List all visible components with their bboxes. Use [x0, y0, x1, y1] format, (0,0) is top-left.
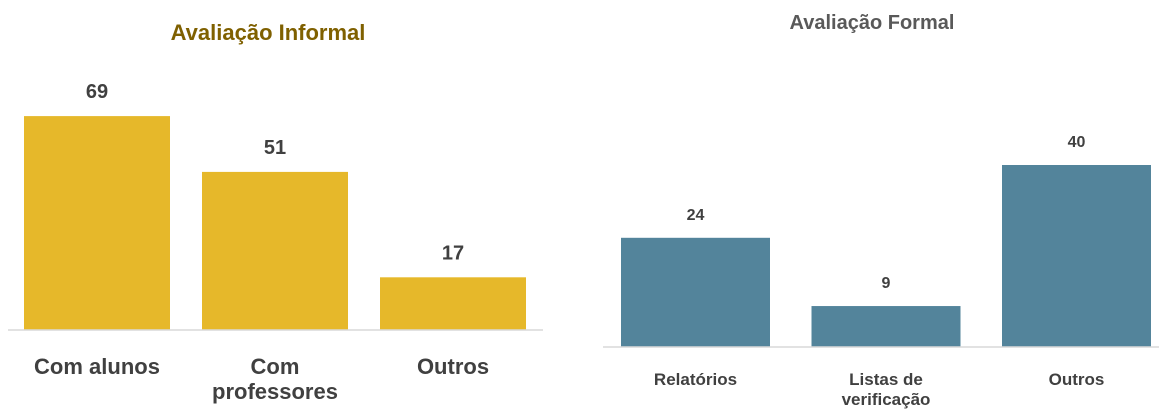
data-label: 17 — [442, 242, 464, 264]
bar — [202, 171, 348, 330]
category-label: Outros — [416, 354, 490, 379]
bar — [1002, 165, 1151, 347]
data-label: 51 — [264, 137, 286, 159]
bar — [24, 116, 170, 330]
category-label: Listas de verificação — [841, 370, 931, 409]
data-label: 69 — [86, 81, 108, 103]
bar — [380, 277, 526, 330]
category-label: Com alunos — [34, 354, 160, 379]
data-label: 9 — [882, 275, 891, 292]
chart-title: Avaliação Informal — [170, 20, 366, 45]
category-label: Relatórios — [653, 370, 738, 389]
data-label: 24 — [687, 207, 705, 224]
bar — [621, 237, 770, 347]
chart-title: Avaliação Formal — [789, 12, 955, 34]
category-label: Outros — [1048, 370, 1105, 389]
bar — [811, 306, 961, 347]
category-label: Com professores — [212, 354, 338, 405]
data-label: 40 — [1068, 134, 1086, 151]
